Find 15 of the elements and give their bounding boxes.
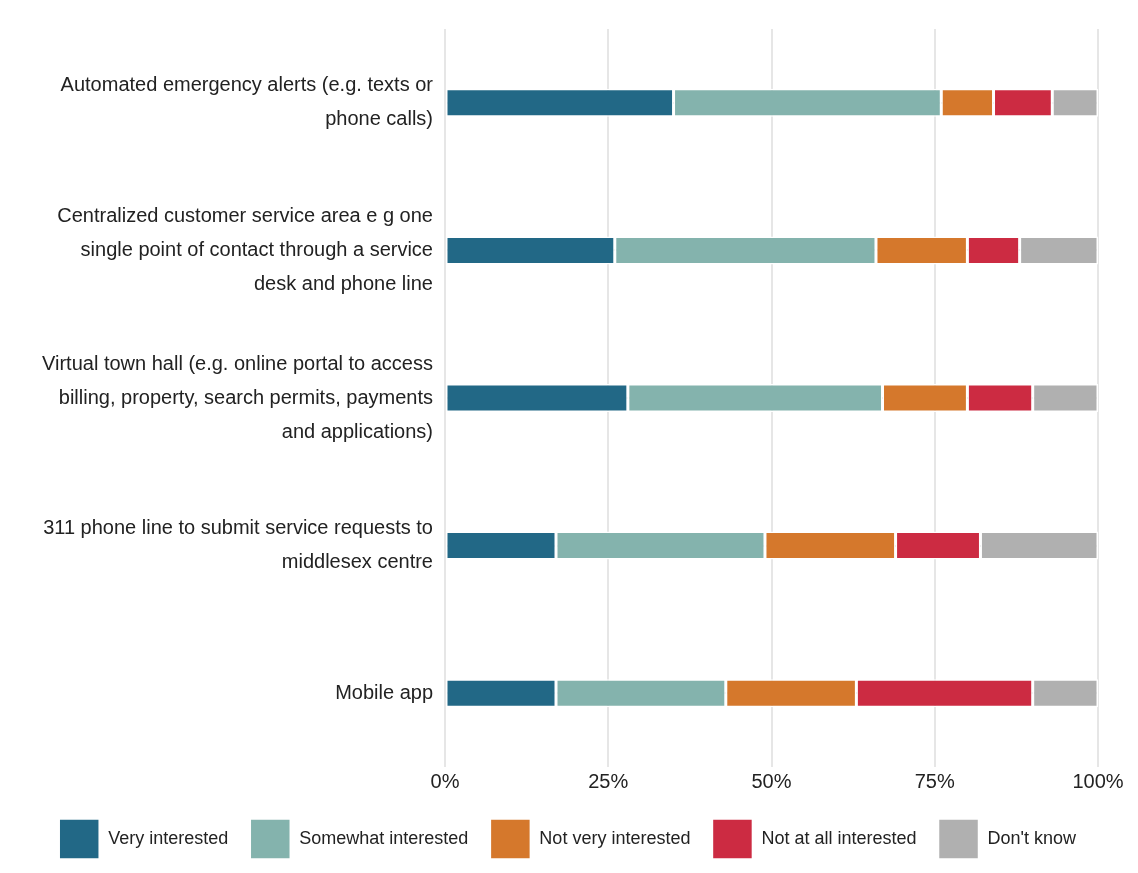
y-tick-label: Centralized customer service area e g one single point of contact through a service desk and phone line [57, 203, 433, 294]
y-tick-label: Mobile app [335, 680, 433, 703]
x-tick-label: 75% [914, 769, 955, 792]
x-tick-label: 50% [751, 769, 792, 792]
legend-label: Not very interested [539, 827, 691, 848]
legend-label: Don't know [987, 827, 1077, 848]
legend-label: Very interested [108, 827, 229, 848]
x-tick-label: 0% [430, 769, 460, 792]
y-tick-label: 311 phone line to submit service requests to middlesex centre [43, 516, 433, 573]
legend-label: Not at all interested [761, 827, 917, 848]
y-tick-label: Automated emergency alerts (e.g. texts or phone calls) [60, 73, 434, 130]
legend-label: Somewhat interested [299, 827, 469, 848]
x-tick-label: 100% [1072, 769, 1124, 792]
x-tick-label: 25% [588, 769, 629, 792]
y-tick-label: Virtual town hall (e.g. online portal to access billing, property, search permits, payments and applications) [42, 351, 433, 442]
